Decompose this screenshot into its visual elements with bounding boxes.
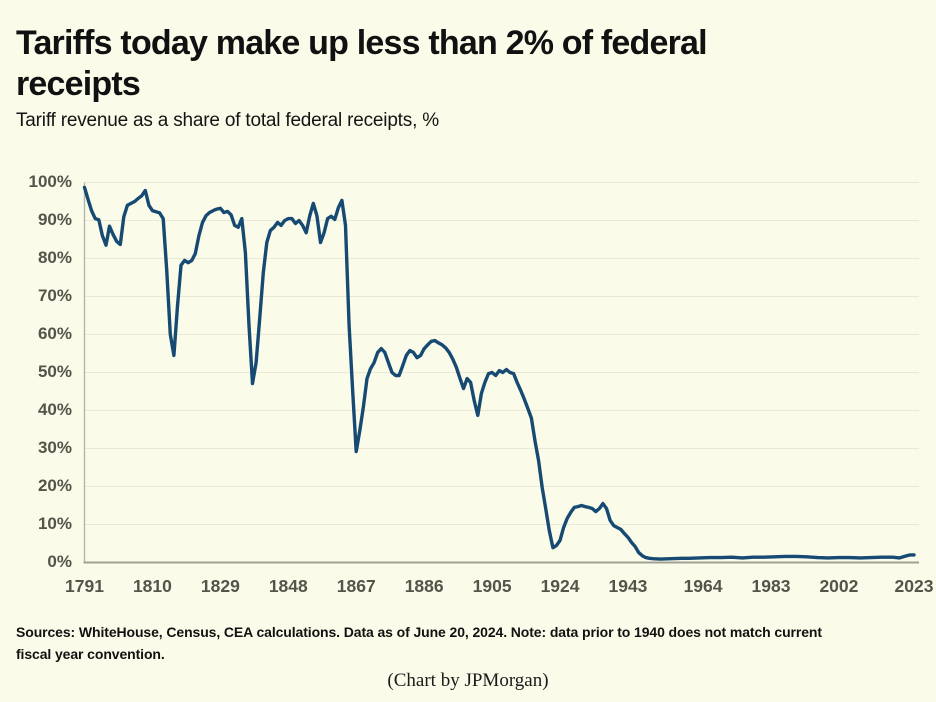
chart-credit: (Chart by JPMorgan) — [387, 670, 549, 691]
x-tick-1810: 1810 — [132, 576, 172, 596]
x-tick-2023: 2023 — [894, 576, 934, 596]
y-tick-100%: 100% — [28, 171, 72, 191]
y-tick-60%: 60% — [37, 323, 72, 343]
y-tick-90%: 90% — [37, 209, 72, 229]
x-tick-1964: 1964 — [683, 576, 723, 596]
x-tick-1867: 1867 — [336, 576, 376, 596]
chart-subtitle: Tariff revenue as a share of total feder… — [16, 110, 439, 131]
y-tick-0%: 0% — [47, 551, 72, 571]
chart-title: Tariffs today make up less than 2% of fe… — [16, 23, 708, 104]
x-tick-1829: 1829 — [200, 576, 240, 596]
y-tick-40%: 40% — [37, 399, 72, 419]
x-tick-2002: 2002 — [819, 576, 859, 596]
y-tick-50%: 50% — [37, 361, 72, 381]
source-note: Sources: WhiteHouse, Census, CEA calcula… — [16, 624, 822, 662]
x-tick-1791: 1791 — [65, 576, 104, 596]
y-tick-70%: 70% — [37, 285, 72, 305]
y-tick-30%: 30% — [37, 437, 72, 457]
y-tick-10%: 10% — [37, 513, 72, 533]
x-tick-1943: 1943 — [608, 576, 648, 596]
x-tick-1924: 1924 — [540, 576, 580, 596]
y-tick-80%: 80% — [37, 247, 72, 267]
x-tick-1905: 1905 — [472, 576, 512, 596]
y-tick-20%: 20% — [37, 475, 72, 495]
x-tick-1848: 1848 — [268, 576, 308, 596]
tariff-share-line — [82, 185, 916, 561]
x-tick-1983: 1983 — [751, 576, 791, 596]
x-tick-1886: 1886 — [404, 576, 444, 596]
